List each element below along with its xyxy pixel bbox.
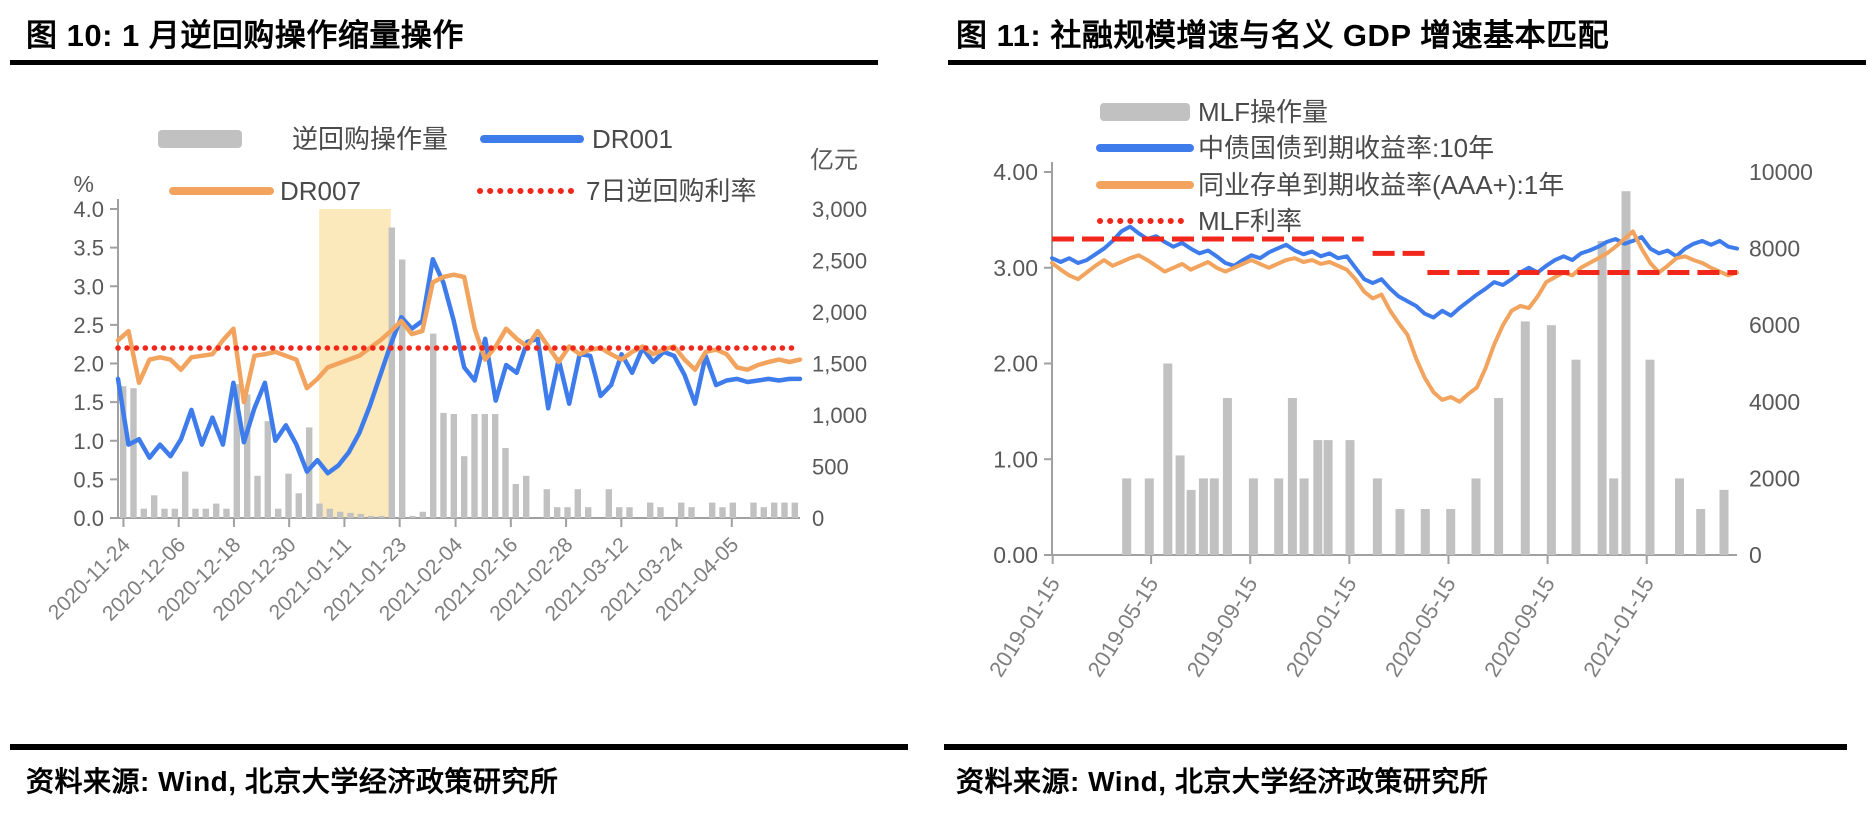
y-right-tick-label: 2,500 [812,249,867,274]
legend-label: MLF利率 [1198,206,1302,236]
y-left-tick-label: 4.0 [73,197,104,222]
y-right-tick-label: 0 [1749,542,1762,568]
figure-10: 图 10: 1 月逆回购操作缩量操作 4.0 3.5 3.0 2.5 2.0 1.5 1.0… [10,8,908,812]
figure-10-title: 图 10: 1 月逆回购操作缩量操作 [26,18,464,53]
legend-label: MLF操作量 [1198,97,1328,127]
figure-11-title-rule [948,60,1866,65]
series-DR007 [115,272,803,405]
figure-10-title-rule [10,60,878,65]
y-left-tick-label: 0.00 [993,542,1038,568]
legend-item-3: MLF利率 [1097,206,1302,236]
legend-label: 同业存单到期收益率(AAA+):1年 [1198,170,1564,200]
legend-label: DR007 [280,176,361,206]
highlight-band [319,209,391,518]
y-left-tick-label: 2.0 [73,352,104,377]
y-right-unit-label: 亿元 [810,147,858,174]
legend-label: 中债国债到期收益率:10年 [1198,133,1494,163]
series-中债国债到期收益率:10年 [1050,224,1739,320]
x-tick-label: 2020-05-15 [1380,572,1461,681]
y-left-tick-label: 3.0 [73,274,104,299]
y-left-tick-label: 2.00 [993,351,1038,377]
legend-item-3: 7日逆回购利率 [477,176,756,206]
figure-11-title: 图 11: 社融规模增速与名义 GDP 增速基本匹配 [956,18,1610,53]
y-left-tick-label: 2.5 [73,313,104,338]
legend-item-2: 同业存单到期收益率(AAA+):1年 [1096,170,1564,200]
figure-11: 图 11: 社融规模增速与名义 GDP 增速基本匹配 4.00 3.00 2.00 1… [940,8,1868,812]
legend-item-0: MLF操作量 [1100,97,1328,127]
y-left-tick-label: 1.00 [993,446,1038,472]
x-tick-label: 2019-05-15 [1083,572,1164,681]
y-left-tick-label: 3.5 [73,236,104,261]
y-right-tick-label: 8000 [1749,236,1800,262]
figure-11-chart: 4.00 3.00 2.00 1.00 0.00 10000 8000 6000 4000 200… [984,97,1813,681]
series-MLF操作量 [1122,191,1729,555]
y-left-unit-label: % [74,171,94,197]
y-left-tick-label: 3.00 [993,255,1038,281]
series-MLF利率 [1052,236,1737,275]
y-right-tick-label: 1,000 [812,403,867,428]
legend-label: 7日逆回购利率 [586,176,756,206]
y-right-tick-label: 3,000 [812,197,867,222]
series-DR001 [115,256,803,476]
x-tick-label: 2021-01-15 [1578,572,1659,681]
x-tick-label: 2020-09-15 [1479,572,1560,681]
y-left-tick-label: 0.5 [73,467,104,492]
legend-label: 逆回购操作量 [292,124,448,154]
legend-item-1: 中债国债到期收益率:10年 [1096,133,1494,163]
y-right-tick-label: 1,500 [812,352,867,377]
series-同业存单到期收益率(AAA+):1年 [1050,229,1739,404]
figure-10-chart: 4.0 3.5 3.0 2.5 2.0 1.5 1.0 0.5 0.0 3,000 2,500 2,0… [44,124,867,625]
x-tick-label: 2020-01-15 [1281,572,1362,681]
legend-item-2: DR007 [169,176,361,206]
figure-11-source: 资料来源: Wind, 北京大学经济政策研究所 [956,766,1489,797]
axes: 4.00 3.00 2.00 1.00 0.00 10000 8000 6000 4000 200… [984,159,1813,681]
legend-item-1: DR001 [480,124,673,154]
figure-11-source-rule [944,744,1847,750]
y-right-tick-label: 2,000 [812,300,867,325]
x-tick-label: 2019-09-15 [1182,572,1263,681]
y-right-tick-label: 500 [812,455,849,480]
axes: 4.0 3.5 3.0 2.5 2.0 1.5 1.0 0.5 0.0 3,000 2,500 2,0… [44,147,867,625]
y-left-tick-label: 4.00 [993,159,1038,185]
y-right-tick-label: 2000 [1749,465,1800,491]
y-left-tick-label: 1.5 [73,390,104,415]
figure-10-source-rule [10,744,908,750]
series-逆回购操作量 [120,227,798,518]
y-left-tick-label: 1.0 [73,429,104,454]
legend-label: DR001 [592,124,673,154]
y-left-tick-label: 0.0 [73,506,104,531]
y-right-tick-label: 0 [812,506,824,531]
figure-10-source: 资料来源: Wind, 北京大学经济政策研究所 [26,766,559,797]
x-tick-label: 2019-01-15 [984,572,1065,681]
y-right-tick-label: 6000 [1749,312,1800,338]
legend-item-0: 逆回购操作量 [158,124,448,154]
y-right-tick-label: 4000 [1749,389,1800,415]
y-right-tick-label: 10000 [1749,159,1813,185]
